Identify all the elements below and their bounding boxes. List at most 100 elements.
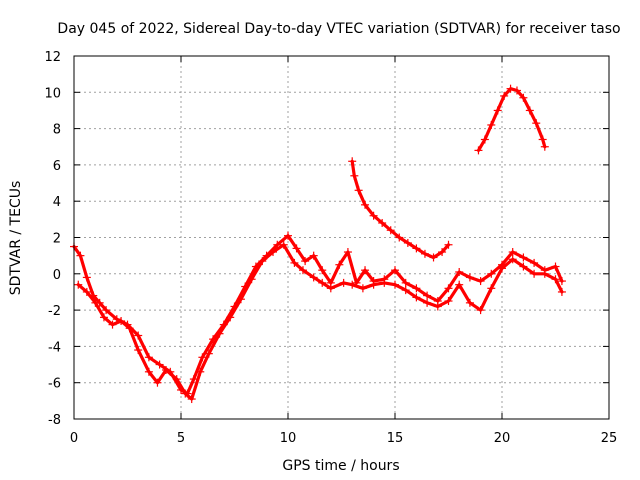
data-point [189,375,198,384]
data-point [557,277,566,286]
data-point [134,346,143,355]
data-point [144,367,153,376]
data-point [82,273,91,282]
data-point [91,298,100,307]
y-tick-label: -8 [48,413,61,428]
data-point [423,291,432,300]
y-axis-title: SDTVAR / TECUs [8,181,24,296]
data-point [108,320,117,329]
data-point [476,277,485,286]
data-point [540,142,549,151]
data-point [112,315,121,324]
data-point [76,251,85,260]
x-tick-label: 25 [601,431,618,446]
data-point [378,218,387,227]
series-line-track-c [350,159,451,260]
data-point [269,248,278,257]
data-point [465,273,474,282]
data-point [89,291,98,300]
data-point [298,266,307,275]
data-point [230,302,239,311]
data-point [557,287,566,296]
data-point [358,284,367,293]
y-tick-label: 0 [53,268,61,283]
y-tick-label: 12 [44,50,61,65]
data-point [508,255,517,264]
data-point [196,367,205,376]
data-point [532,119,541,128]
data-point [348,157,357,166]
data-point [455,280,464,289]
data-point [258,257,267,266]
data-point [236,295,245,304]
data-point [198,353,207,362]
y-tick-label: -6 [48,377,61,392]
data-point [209,335,218,344]
x-axis-title: GPS time / hours [282,458,399,474]
data-point [444,297,453,306]
x-tick-label: 5 [177,431,185,446]
data-point [476,306,485,315]
data-point [247,275,256,284]
data-point [155,360,164,369]
data-point [412,293,421,302]
data-point [403,238,412,247]
data-point [444,240,453,249]
data-point [354,186,363,195]
data-point [487,269,496,278]
tick-label-layer: 0 5 10 15 20 25 -8 -6 -4 -2 0 2 4 6 8 10 12 [44,50,617,446]
data-point [309,251,318,260]
x-tick-label: 10 [280,431,297,446]
series-line-track-b [76,243,564,401]
data-point [530,258,539,267]
data-point [423,298,432,307]
data-point [309,273,318,282]
data-point [498,264,506,273]
data-point [519,262,528,271]
tick-layer [73,55,610,420]
data-point [292,244,301,253]
y-tick-label: 10 [44,86,61,101]
data-point [380,278,389,287]
data-point [251,262,260,271]
data-point [525,106,534,115]
data-point [433,302,442,311]
data-point [512,86,521,95]
data-point [343,248,352,257]
x-tick-label: 15 [387,431,404,446]
data-point [172,375,181,384]
data-point [339,278,348,287]
data-point [301,257,310,266]
y-tick-label: 8 [53,123,61,138]
x-tick-label: 20 [494,431,511,446]
data-point [369,211,378,220]
data-point [335,260,344,269]
data-point [519,93,528,102]
data-point [352,278,361,287]
data-point [361,266,370,275]
data-point [348,280,357,289]
y-tick-label: 2 [53,232,61,247]
series-line-track-d [476,87,547,152]
data-point [187,395,196,404]
data-point [391,280,399,289]
data-point [500,91,509,100]
data-point [395,233,404,242]
data-point [318,278,327,287]
data-point [540,269,549,278]
data-point [401,278,410,287]
data-point [551,275,560,284]
data-point [350,171,359,180]
data-point [82,287,91,296]
data-point [538,135,547,144]
data-point [455,267,464,276]
data-point [386,226,395,235]
data-point [117,316,126,325]
data-point [508,248,517,257]
data-point [279,240,288,249]
data-point [438,248,447,257]
y-tick-label: 4 [53,195,61,210]
data-point [284,231,292,240]
y-tick-label: 6 [53,159,61,174]
data-point [391,266,399,275]
